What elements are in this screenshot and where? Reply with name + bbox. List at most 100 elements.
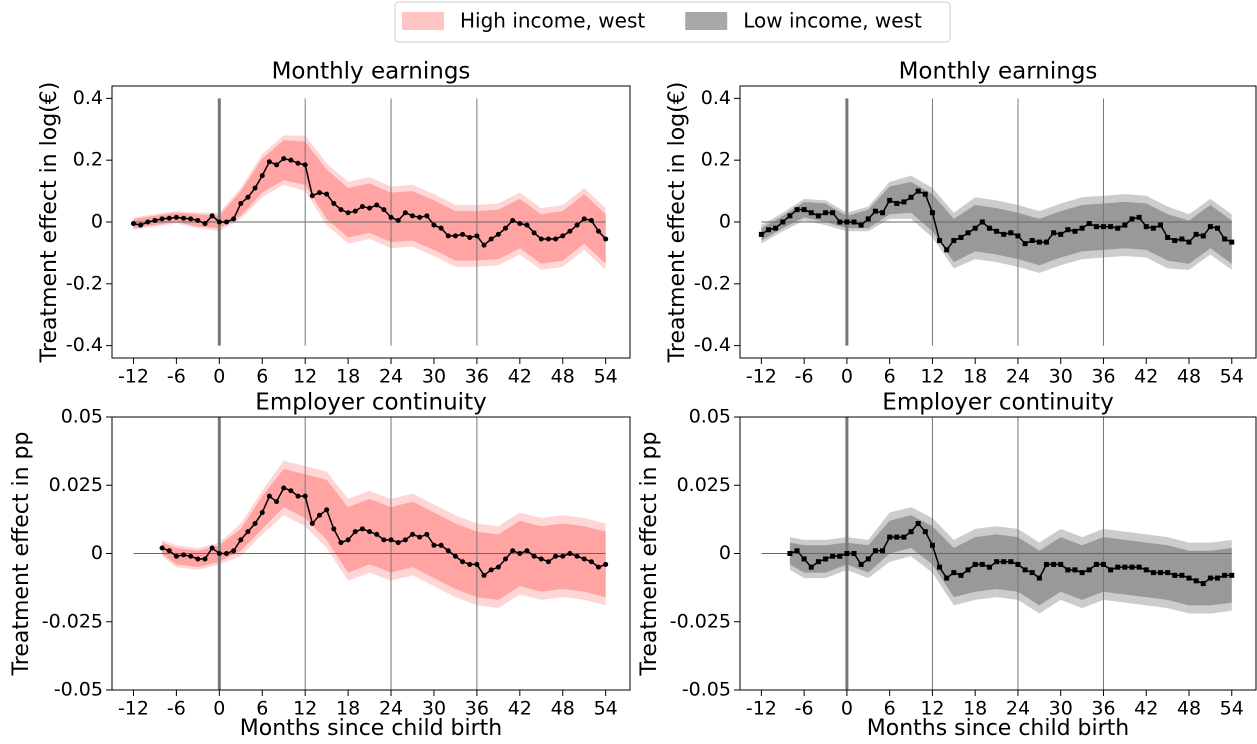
marker: [837, 553, 843, 559]
marker: [338, 540, 344, 546]
marker: [159, 216, 165, 222]
marker: [1222, 236, 1228, 242]
marker: [352, 208, 358, 214]
marker: [481, 242, 487, 248]
x-tick-label: 36: [1091, 366, 1115, 388]
marker: [1043, 239, 1049, 245]
x-tick-label: 48: [551, 366, 575, 388]
y-tick-label: -0.05: [682, 679, 731, 701]
marker: [1051, 230, 1057, 236]
legend-swatch: [402, 12, 444, 30]
y-tick-label: 0.4: [73, 87, 103, 109]
marker: [460, 559, 466, 565]
marker: [1043, 561, 1049, 567]
y-tick-label: -0.025: [42, 610, 103, 632]
y-axis-label: Treatment effect in log(€): [665, 82, 690, 364]
marker: [880, 210, 886, 216]
marker: [331, 200, 337, 206]
marker: [1108, 224, 1114, 230]
y-tick-label: 0.2: [701, 149, 731, 171]
marker: [887, 534, 893, 540]
marker: [295, 160, 301, 166]
marker: [395, 540, 401, 546]
marker: [837, 219, 843, 225]
marker: [758, 231, 764, 237]
marker: [1008, 230, 1014, 236]
x-tick-label: 18: [963, 366, 987, 388]
x-tick-label: 0: [841, 698, 853, 720]
marker: [944, 247, 950, 253]
x-tick-label: 48: [551, 698, 575, 720]
marker: [1093, 224, 1099, 230]
marker: [195, 217, 201, 223]
y-tick-label: 0.05: [61, 406, 103, 428]
y-tick-label: 0.05: [689, 406, 731, 428]
y-tick-label: 0: [719, 211, 731, 233]
marker: [424, 531, 430, 537]
marker: [801, 207, 807, 213]
marker: [316, 512, 322, 518]
marker: [288, 488, 294, 494]
marker: [245, 529, 251, 535]
marker: [209, 545, 215, 551]
y-tick-label: -0.4: [694, 334, 731, 356]
marker: [309, 520, 315, 526]
marker: [259, 510, 265, 516]
marker: [438, 542, 444, 548]
x-tick-label: -12: [118, 698, 149, 720]
marker: [316, 190, 322, 196]
y-tick-label: 0.4: [701, 87, 731, 109]
marker: [173, 214, 179, 220]
y-tick-label: 0.025: [677, 474, 731, 496]
marker: [1100, 224, 1106, 230]
legend-label: High income, west: [460, 9, 645, 33]
marker: [345, 210, 351, 216]
x-tick-label: 36: [465, 698, 489, 720]
marker: [331, 526, 337, 532]
marker: [1036, 575, 1042, 581]
x-tick-label: 24: [1006, 698, 1030, 720]
chart-title: Employer continuity: [255, 390, 486, 416]
marker: [324, 191, 330, 197]
x-tick-label: 6: [884, 366, 896, 388]
marker: [302, 162, 308, 168]
marker: [474, 561, 480, 567]
marker: [1143, 567, 1149, 573]
marker: [787, 551, 793, 556]
marker: [445, 548, 451, 554]
inner-confidence-band: [133, 140, 606, 264]
marker: [202, 221, 208, 227]
marker: [808, 210, 814, 216]
marker: [865, 216, 871, 222]
marker: [488, 236, 494, 242]
marker: [1129, 564, 1135, 570]
marker: [1100, 561, 1106, 567]
marker: [388, 214, 394, 220]
marker: [266, 159, 272, 165]
marker: [274, 499, 280, 505]
x-tick-label: 42: [508, 366, 532, 388]
marker: [1207, 575, 1213, 581]
marker: [338, 207, 344, 213]
marker: [1015, 561, 1021, 567]
marker: [324, 507, 330, 513]
marker: [1172, 238, 1178, 244]
marker: [1001, 559, 1007, 565]
marker: [545, 559, 551, 565]
x-tick-label: 54: [1220, 366, 1244, 388]
marker: [238, 200, 244, 206]
marker: [1207, 224, 1213, 230]
marker: [1129, 216, 1135, 222]
marker: [281, 485, 287, 491]
marker: [596, 564, 602, 570]
marker: [830, 210, 836, 216]
marker: [352, 529, 358, 535]
marker: [288, 157, 294, 163]
x-tick-label: 12: [293, 698, 317, 720]
marker: [1022, 567, 1028, 573]
marker: [531, 230, 537, 236]
marker: [560, 553, 566, 559]
x-tick-label: -6: [167, 698, 186, 720]
marker: [1115, 564, 1121, 570]
marker: [245, 194, 251, 200]
